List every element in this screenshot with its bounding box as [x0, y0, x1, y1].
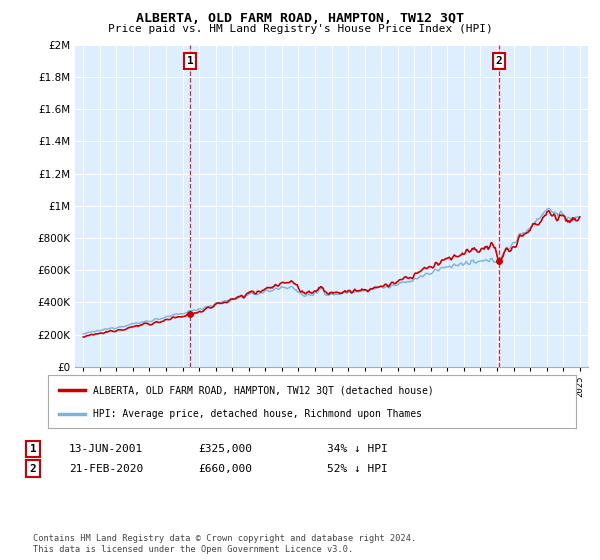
Text: ALBERTA, OLD FARM ROAD, HAMPTON, TW12 3QT: ALBERTA, OLD FARM ROAD, HAMPTON, TW12 3Q… — [136, 12, 464, 25]
Text: 13-JUN-2001: 13-JUN-2001 — [69, 444, 143, 454]
Text: Price paid vs. HM Land Registry's House Price Index (HPI): Price paid vs. HM Land Registry's House … — [107, 24, 493, 34]
Text: 21-FEB-2020: 21-FEB-2020 — [69, 464, 143, 474]
Text: 34% ↓ HPI: 34% ↓ HPI — [327, 444, 388, 454]
Text: ALBERTA, OLD FARM ROAD, HAMPTON, TW12 3QT (detached house): ALBERTA, OLD FARM ROAD, HAMPTON, TW12 3Q… — [93, 385, 434, 395]
Text: 2: 2 — [496, 56, 503, 66]
Text: 52% ↓ HPI: 52% ↓ HPI — [327, 464, 388, 474]
Text: £660,000: £660,000 — [198, 464, 252, 474]
Text: £325,000: £325,000 — [198, 444, 252, 454]
Text: HPI: Average price, detached house, Richmond upon Thames: HPI: Average price, detached house, Rich… — [93, 408, 422, 418]
Text: 1: 1 — [29, 444, 37, 454]
Text: 1: 1 — [187, 56, 193, 66]
Text: Contains HM Land Registry data © Crown copyright and database right 2024.
This d: Contains HM Land Registry data © Crown c… — [33, 534, 416, 554]
Text: 2: 2 — [29, 464, 37, 474]
